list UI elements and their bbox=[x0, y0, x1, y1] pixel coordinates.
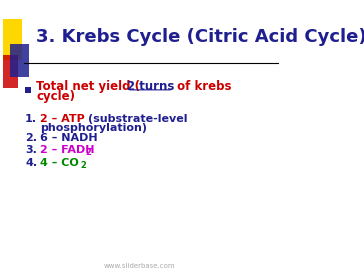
Text: 2: 2 bbox=[80, 161, 86, 170]
Text: 1.: 1. bbox=[25, 114, 37, 124]
Bar bbox=[25, 87, 31, 93]
Text: 2 turns: 2 turns bbox=[127, 80, 174, 93]
Bar bbox=[3, 55, 18, 88]
Bar bbox=[3, 19, 22, 60]
Text: 2: 2 bbox=[86, 148, 92, 157]
Bar bbox=[10, 44, 29, 77]
Text: 2 – FADH: 2 – FADH bbox=[40, 145, 95, 155]
Text: cycle): cycle) bbox=[36, 90, 75, 103]
Text: 2 – ATP: 2 – ATP bbox=[40, 114, 85, 124]
Text: Total net yield (: Total net yield ( bbox=[36, 80, 140, 93]
Text: 3. Krebs Cycle (Citric Acid Cycle): 3. Krebs Cycle (Citric Acid Cycle) bbox=[36, 28, 364, 46]
Text: www.sliderbase.com: www.sliderbase.com bbox=[104, 263, 175, 269]
Text: (substrate-level: (substrate-level bbox=[88, 114, 187, 124]
Text: 2.: 2. bbox=[25, 133, 37, 142]
Text: 6 – NADH: 6 – NADH bbox=[40, 133, 98, 142]
Text: 3.: 3. bbox=[25, 145, 37, 155]
Text: 4.: 4. bbox=[25, 158, 37, 168]
Text: of krebs: of krebs bbox=[173, 80, 232, 93]
Text: 4 – CO: 4 – CO bbox=[40, 158, 79, 168]
Text: phosphorylation): phosphorylation) bbox=[40, 123, 147, 133]
